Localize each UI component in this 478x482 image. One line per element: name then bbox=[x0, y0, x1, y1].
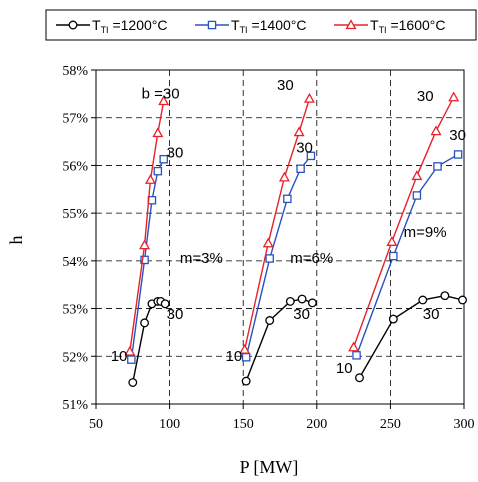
y-axis-label: h bbox=[6, 236, 26, 245]
annotation: 30 bbox=[167, 144, 184, 161]
legend-label: TTI =1600°C bbox=[370, 17, 445, 35]
annotation: 10 bbox=[226, 348, 243, 365]
data-point bbox=[389, 251, 398, 261]
series-circle bbox=[128, 291, 467, 387]
data-point bbox=[159, 154, 168, 164]
annotation: b =30 bbox=[142, 86, 180, 103]
annotations: b =30 30 30 10 m=3% 30 30 30 10 m=6% 30 30 30 10 m=9% bbox=[111, 77, 466, 377]
series-triangle bbox=[124, 91, 460, 356]
data-point bbox=[430, 125, 442, 136]
annotation: m=3% bbox=[180, 250, 223, 267]
annotation: m=9% bbox=[404, 224, 447, 241]
data-point bbox=[285, 296, 295, 306]
data-point bbox=[307, 298, 317, 308]
legend-marker bbox=[68, 20, 78, 30]
data-point bbox=[283, 194, 292, 204]
data-point bbox=[355, 373, 364, 383]
y-tick-label: 58% bbox=[62, 64, 88, 79]
x-tick-label: 100 bbox=[159, 417, 180, 432]
series-line bbox=[355, 153, 459, 356]
data-point bbox=[411, 170, 423, 181]
y-tick-label: 56% bbox=[62, 159, 88, 174]
data-point bbox=[160, 299, 170, 309]
data-point bbox=[128, 378, 138, 387]
data-point bbox=[158, 95, 170, 106]
data-point bbox=[139, 239, 151, 250]
annotation: 30 bbox=[167, 306, 184, 323]
data-point bbox=[306, 151, 316, 161]
data-point bbox=[386, 236, 398, 246]
data-point bbox=[140, 318, 150, 328]
annotation: 30 bbox=[423, 306, 440, 323]
series-line bbox=[129, 100, 165, 352]
legend-box bbox=[45, 9, 477, 41]
data-point bbox=[453, 150, 463, 159]
x-tick-label: 250 bbox=[380, 417, 401, 432]
data-point bbox=[241, 376, 251, 386]
y-tick-label: 54% bbox=[62, 255, 88, 270]
data-point bbox=[352, 351, 361, 360]
legend-item: TTI =1600°C bbox=[334, 17, 445, 35]
legend-item: TTI =1200°C bbox=[56, 17, 167, 35]
series-square bbox=[127, 150, 463, 364]
data-point bbox=[293, 126, 305, 137]
data-point bbox=[440, 291, 450, 301]
y-tick-label: 53% bbox=[62, 303, 88, 318]
plot-frame bbox=[95, 69, 465, 405]
legend-item: TTI =1400°C bbox=[195, 17, 306, 35]
annotation: 10 bbox=[336, 360, 353, 377]
series-line bbox=[358, 294, 463, 379]
legend: TTI =1200°C TTI =1400°C TTI =1600°C bbox=[45, 9, 477, 41]
data-point bbox=[140, 255, 149, 265]
data-point bbox=[124, 345, 136, 356]
legend-label: TTI =1400°C bbox=[231, 17, 306, 35]
y-tick-label: 55% bbox=[62, 207, 88, 222]
y-tick-label: 51% bbox=[62, 398, 88, 413]
data-point bbox=[348, 341, 360, 352]
annotation: 30 bbox=[449, 127, 466, 144]
data-point bbox=[153, 166, 163, 176]
x-tick-label: 200 bbox=[306, 417, 327, 432]
x-tick-label: 150 bbox=[233, 417, 254, 432]
data-point bbox=[152, 127, 164, 138]
legend-label: TTI =1200°C bbox=[92, 17, 167, 35]
data-point bbox=[458, 295, 467, 305]
series-layer bbox=[124, 91, 467, 387]
x-tick-label: 50 bbox=[89, 417, 103, 432]
data-point bbox=[144, 174, 156, 184]
data-point bbox=[412, 191, 422, 200]
data-point bbox=[241, 352, 251, 362]
data-point bbox=[262, 237, 274, 248]
x-axis: 50 100 150 200 250 300 bbox=[89, 404, 475, 432]
annotation: 30 bbox=[296, 140, 313, 157]
y-tick-label: 52% bbox=[62, 350, 88, 365]
data-point bbox=[296, 164, 305, 174]
legend-marker bbox=[345, 19, 357, 30]
y-tick-label: 57% bbox=[62, 112, 88, 127]
y-axis: 51% 52% 53% 54% 55% 56% 57% 58% bbox=[62, 64, 96, 413]
data-point bbox=[297, 294, 307, 304]
annotation: 10 bbox=[111, 348, 128, 365]
x-axis-label: P [MW] bbox=[240, 457, 299, 477]
data-point bbox=[265, 254, 274, 263]
data-point bbox=[448, 91, 460, 102]
x-tick-label: 300 bbox=[454, 417, 475, 432]
data-point bbox=[388, 314, 398, 324]
data-point bbox=[239, 343, 251, 354]
annotation: 30 bbox=[417, 88, 434, 105]
annotation: m=6% bbox=[290, 250, 333, 267]
data-point bbox=[303, 92, 315, 103]
data-point bbox=[265, 316, 275, 325]
annotation: 30 bbox=[277, 77, 294, 94]
grid bbox=[96, 70, 464, 404]
data-point bbox=[278, 171, 290, 182]
data-point bbox=[127, 355, 136, 364]
data-point bbox=[418, 295, 428, 305]
annotation: 30 bbox=[293, 306, 310, 323]
legend-marker bbox=[207, 20, 217, 30]
data-point bbox=[433, 162, 442, 171]
